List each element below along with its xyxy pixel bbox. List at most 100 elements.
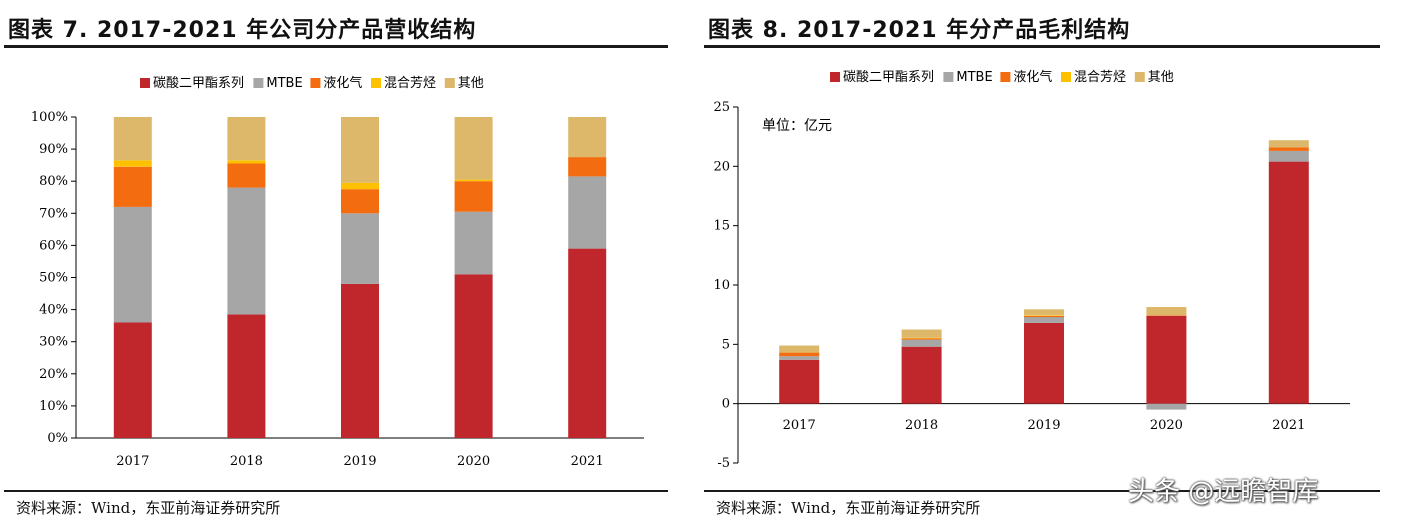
x-tick-label: 2017 bbox=[116, 454, 149, 469]
chart-title-profit: 图表 8. 2017-2021 年分产品毛利结构 bbox=[708, 18, 1131, 43]
chart-profit-structure: 碳酸二甲酯系列 MTBE 液化气 混合芳烃 其他 -5 0 5 10 15 20 25 2017 2018… bbox=[713, 69, 1350, 471]
y-tick-label: 0 bbox=[722, 397, 730, 412]
y-tick-label: 20 bbox=[713, 159, 730, 174]
title-rule bbox=[4, 45, 668, 48]
y-tick-label: 100% bbox=[31, 110, 68, 125]
bar-segment-2019-1 bbox=[341, 213, 379, 284]
bar-segment-2018-1 bbox=[227, 187, 266, 315]
bar-segment-2017-4 bbox=[113, 117, 152, 161]
legend-swatch bbox=[310, 78, 321, 88]
legend-label: MTBE bbox=[956, 70, 992, 85]
bar-segment-2020-0 bbox=[454, 274, 493, 438]
legend: 碳酸二甲酯系列 MTBE 液化气 混合芳烃 其他 bbox=[830, 69, 1174, 85]
x-tick-label: 2020 bbox=[1150, 418, 1183, 433]
bar-segment-2018-2 bbox=[901, 338, 942, 340]
legend-label: 其他 bbox=[458, 76, 484, 91]
y-tick-label: 0% bbox=[47, 431, 68, 446]
chart-title-revenue: 图表 7. 2017-2021 年公司分产品营收结构 bbox=[8, 18, 477, 43]
bar-segment-2021-4 bbox=[1268, 140, 1309, 148]
legend-label: 其他 bbox=[1148, 70, 1174, 85]
bar-segment-2018-2 bbox=[227, 163, 266, 188]
bar-segment-2021-4 bbox=[568, 117, 607, 158]
legend-swatch bbox=[444, 78, 455, 88]
x-tick-label: 2018 bbox=[905, 418, 938, 433]
bar-segment-2019-2 bbox=[341, 189, 379, 214]
bar-segment-2021-0 bbox=[568, 248, 607, 438]
legend-swatch bbox=[140, 78, 150, 88]
y-tick-label: 15 bbox=[713, 219, 730, 234]
x-tick-label: 2021 bbox=[1272, 418, 1305, 433]
legend-label: MTBE bbox=[266, 76, 302, 91]
legend-swatch bbox=[1134, 72, 1145, 82]
bar-segment-2020-0 bbox=[1146, 315, 1187, 404]
bar-segment-2017-3 bbox=[113, 160, 152, 167]
bar-segment-2018-4 bbox=[901, 329, 942, 338]
footer-rule bbox=[4, 490, 668, 492]
legend-swatch bbox=[371, 78, 381, 88]
unit-label: 单位：亿元 bbox=[762, 118, 832, 134]
watermark: 头条 @远瞻智库 bbox=[1128, 477, 1319, 507]
y-tick-label: 20% bbox=[39, 367, 68, 382]
x-tick-label: 2019 bbox=[343, 454, 376, 469]
bar-segment-2020-3 bbox=[454, 179, 493, 182]
footer-rule bbox=[704, 490, 1380, 492]
bar-segment-2018-1 bbox=[901, 339, 942, 347]
x-tick-label: 2019 bbox=[1027, 418, 1060, 433]
bar-segment-2017-2 bbox=[779, 352, 820, 357]
bar-segment-2020-4 bbox=[1146, 307, 1187, 316]
legend: 碳酸二甲酯系列 MTBE 液化气 混合芳烃 其他 bbox=[140, 75, 484, 91]
y-tick-label: 90% bbox=[39, 142, 68, 157]
y-tick-label: 40% bbox=[39, 303, 68, 318]
bar-segment-2020-4 bbox=[454, 117, 493, 180]
bar-segment-2021-0 bbox=[1268, 161, 1309, 404]
bar-segment-2021-1 bbox=[568, 176, 607, 249]
title-rule bbox=[704, 45, 1380, 48]
panel-revenue-structure: 图表 7. 2017-2021 年公司分产品营收结构 碳酸二甲酯系列 MTBE 液化… bbox=[0, 0, 672, 525]
bar-segment-2017-1 bbox=[779, 356, 820, 360]
bar-segment-2018-3 bbox=[901, 337, 942, 339]
bar-segment-2017-4 bbox=[779, 345, 820, 353]
bar-segment-2020-2 bbox=[1146, 315, 1187, 316]
bar-segment-2019-0 bbox=[341, 283, 379, 438]
legend-label: 混合芳烃 bbox=[384, 76, 436, 91]
bar-segment-2019-4 bbox=[341, 117, 379, 183]
bar-segment-2019-2 bbox=[1024, 315, 1064, 318]
y-tick-label: -5 bbox=[717, 456, 730, 471]
bar-segment-2017-2 bbox=[113, 166, 152, 207]
legend-swatch bbox=[1061, 72, 1071, 82]
bar-segment-2020-1 bbox=[454, 211, 493, 275]
bar-segment-2019-1 bbox=[1024, 317, 1064, 323]
legend-swatch bbox=[253, 78, 264, 88]
bar-segment-2018-4 bbox=[227, 117, 266, 161]
legend-label: 混合芳烃 bbox=[1074, 70, 1126, 85]
y-tick-label: 50% bbox=[39, 271, 68, 286]
bar-segment-2018-3 bbox=[227, 160, 266, 164]
bar-segment-2019-0 bbox=[1024, 323, 1064, 404]
y-tick-label: 10% bbox=[39, 399, 68, 414]
x-tick-label: 2017 bbox=[783, 418, 816, 433]
legend-label: 碳酸二甲酯系列 bbox=[153, 76, 244, 91]
bar-segment-2020-2 bbox=[454, 181, 493, 212]
bar-segment-2021-2 bbox=[568, 157, 607, 177]
legend-swatch bbox=[943, 72, 954, 82]
bar-segment-2017-1 bbox=[113, 206, 152, 323]
x-tick-label: 2021 bbox=[571, 454, 604, 469]
y-tick-label: 5 bbox=[722, 337, 730, 352]
bar-segment-2019-4 bbox=[1024, 309, 1064, 316]
chart-revenue-structure: 碳酸二甲酯系列 MTBE 液化气 混合芳烃 其他 0% 10% 20% 30% 40% 50% 60%… bbox=[31, 75, 644, 469]
source-note-revenue: 资料来源：Wind，东亚前海证券研究所 bbox=[16, 499, 281, 517]
legend-label: 液化气 bbox=[1013, 69, 1052, 85]
bar-segment-2019-3 bbox=[341, 182, 379, 190]
legend-label: 液化气 bbox=[323, 75, 362, 91]
legend-swatch bbox=[1000, 72, 1011, 82]
bar-segment-2021-2 bbox=[1268, 147, 1309, 151]
bar-segment-2018-0 bbox=[227, 314, 266, 438]
panel-profit-structure: 图表 8. 2017-2021 年分产品毛利结构 碳酸二甲酯系列 MTBE 液化气 混… bbox=[700, 0, 1403, 525]
y-tick-label: 10 bbox=[713, 278, 730, 293]
y-tick-label: 30% bbox=[39, 335, 68, 350]
y-tick-label: 25 bbox=[713, 100, 730, 115]
y-tick-label: 60% bbox=[39, 238, 68, 253]
bar-segment-2017-0 bbox=[113, 322, 152, 438]
bar-segment-2017-0 bbox=[779, 359, 820, 404]
bar-segment-2020-1 bbox=[1146, 403, 1187, 410]
